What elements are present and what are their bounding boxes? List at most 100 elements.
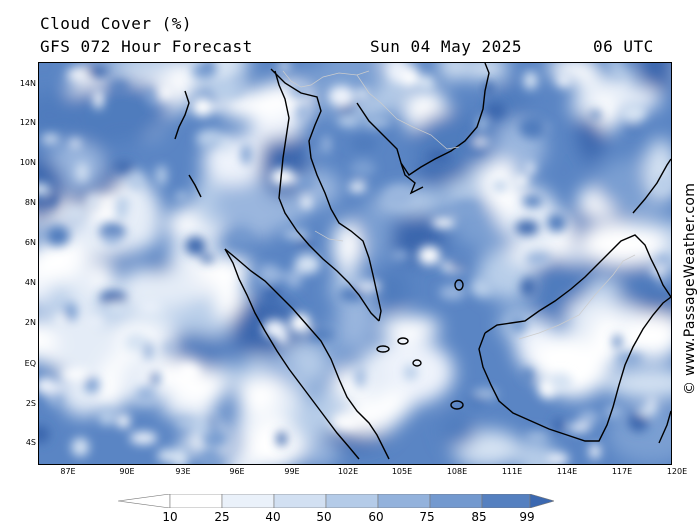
color-legend: [118, 494, 554, 508]
cloud-patch: [39, 183, 51, 196]
cloud-patch: [39, 92, 74, 139]
cloud-patch: [142, 372, 152, 379]
legend-tick-label: 10: [162, 510, 178, 524]
cloud-patch: [447, 259, 469, 270]
cloud-patch: [620, 102, 647, 123]
cloud-patch: [135, 386, 156, 404]
cloud-patch: [39, 158, 65, 222]
cloud-patch: [579, 221, 667, 265]
cloud-patch: [266, 285, 279, 303]
cloud-patch: [66, 207, 85, 219]
cloud-patch: [129, 431, 158, 445]
cloud-patch: [615, 353, 643, 363]
cloud-patch: [477, 116, 487, 131]
cloud-patch: [331, 415, 360, 429]
cloud-patch: [529, 257, 579, 320]
cloud-patch: [522, 368, 534, 381]
cloud-patch: [385, 185, 413, 207]
cloud-patch: [607, 405, 671, 464]
cloud-patch: [157, 448, 179, 463]
cloud-patch: [655, 253, 671, 266]
cloud-patch: [289, 313, 311, 333]
cloud-patch: [590, 110, 601, 120]
y-tick-label: 4N: [24, 278, 36, 287]
cloud-patch: [293, 174, 314, 190]
cloud-patch: [87, 317, 103, 326]
cloud-patch: [549, 373, 573, 392]
forecast-time: 06 UTC: [593, 37, 654, 56]
cloud-patch: [328, 85, 355, 107]
cloud-patch: [87, 193, 99, 211]
cloud-patch: [603, 367, 671, 400]
cloud-patch: [466, 393, 487, 408]
cloud-patch: [93, 89, 104, 110]
legend-swatch: [273, 494, 327, 508]
map-canvas: [39, 63, 671, 464]
x-tick-label: 96E: [229, 467, 245, 476]
cloud-patch: [68, 219, 111, 250]
cloud-patch: [651, 266, 667, 276]
cloud-patch: [113, 196, 131, 210]
cloud-patch: [115, 208, 129, 220]
chart-title: Cloud Cover (%): [40, 14, 192, 33]
x-tick-label: 90E: [119, 467, 135, 476]
cloud-patch: [139, 303, 161, 311]
legend-tick-label: 85: [471, 510, 487, 524]
coastlines: [174, 63, 671, 460]
cloud-patch: [39, 324, 58, 351]
cloud-patch: [364, 119, 391, 127]
cloud-patch: [354, 367, 366, 388]
cloud-patch: [357, 282, 382, 291]
cloud-patch: [231, 233, 253, 242]
legend-tick-label: 99: [519, 510, 535, 524]
cloud-patch: [286, 269, 302, 289]
cloud-patch: [485, 102, 506, 119]
cloud-patch: [213, 102, 226, 111]
legend-swatch: [429, 494, 483, 508]
cloud-patch: [288, 83, 311, 99]
cloud-patch: [508, 315, 528, 334]
cloud-patch: [378, 315, 441, 341]
cloud-patch: [354, 198, 391, 266]
cloud-cover-map: [38, 62, 672, 465]
legend-tick-label: 25: [214, 510, 230, 524]
cloud-patch: [76, 162, 88, 183]
cloud-patch: [99, 407, 115, 426]
cloud-patch: [515, 220, 540, 236]
cloud-patch: [472, 138, 490, 146]
cloud-patch: [213, 80, 236, 98]
forecast-subtitle: GFS 072 Hour Forecast: [40, 37, 253, 56]
cloud-patch: [613, 334, 622, 349]
cloud-patch: [441, 416, 476, 448]
cloud-patch: [321, 134, 332, 155]
cloud-patch: [577, 410, 600, 425]
x-tick-label: 111E: [501, 467, 523, 476]
x-tick-label: 120E: [666, 467, 688, 476]
legend-max-arrow: [529, 494, 554, 508]
cloud-patch: [296, 240, 313, 248]
cloud-patch: [155, 165, 167, 186]
cloud-patch: [196, 129, 223, 148]
cloud-patch: [526, 433, 548, 440]
cloud-patch: [276, 431, 287, 447]
cloud-patch: [102, 233, 122, 246]
cloud-patch: [258, 264, 281, 285]
cloud-patch: [185, 236, 206, 256]
cloud-patch: [39, 425, 50, 444]
country-borders: [282, 70, 636, 340]
cloud-patch: [544, 452, 569, 464]
cloud-patch: [590, 314, 624, 368]
cloud-patch: [242, 428, 305, 464]
cloud-patch: [348, 182, 367, 192]
cloud-patch: [523, 71, 538, 90]
cloud-patch: [274, 387, 300, 416]
cloud-patch: [270, 168, 296, 186]
cloud-patch: [276, 328, 289, 346]
cloud-patch: [463, 63, 509, 82]
x-tick-label: 117E: [611, 467, 633, 476]
cloud-patch: [637, 406, 657, 417]
cloud-patch: [338, 287, 366, 302]
cloud-patch: [198, 450, 220, 464]
cloud-patch: [41, 134, 60, 144]
cloud-patch: [349, 159, 376, 178]
